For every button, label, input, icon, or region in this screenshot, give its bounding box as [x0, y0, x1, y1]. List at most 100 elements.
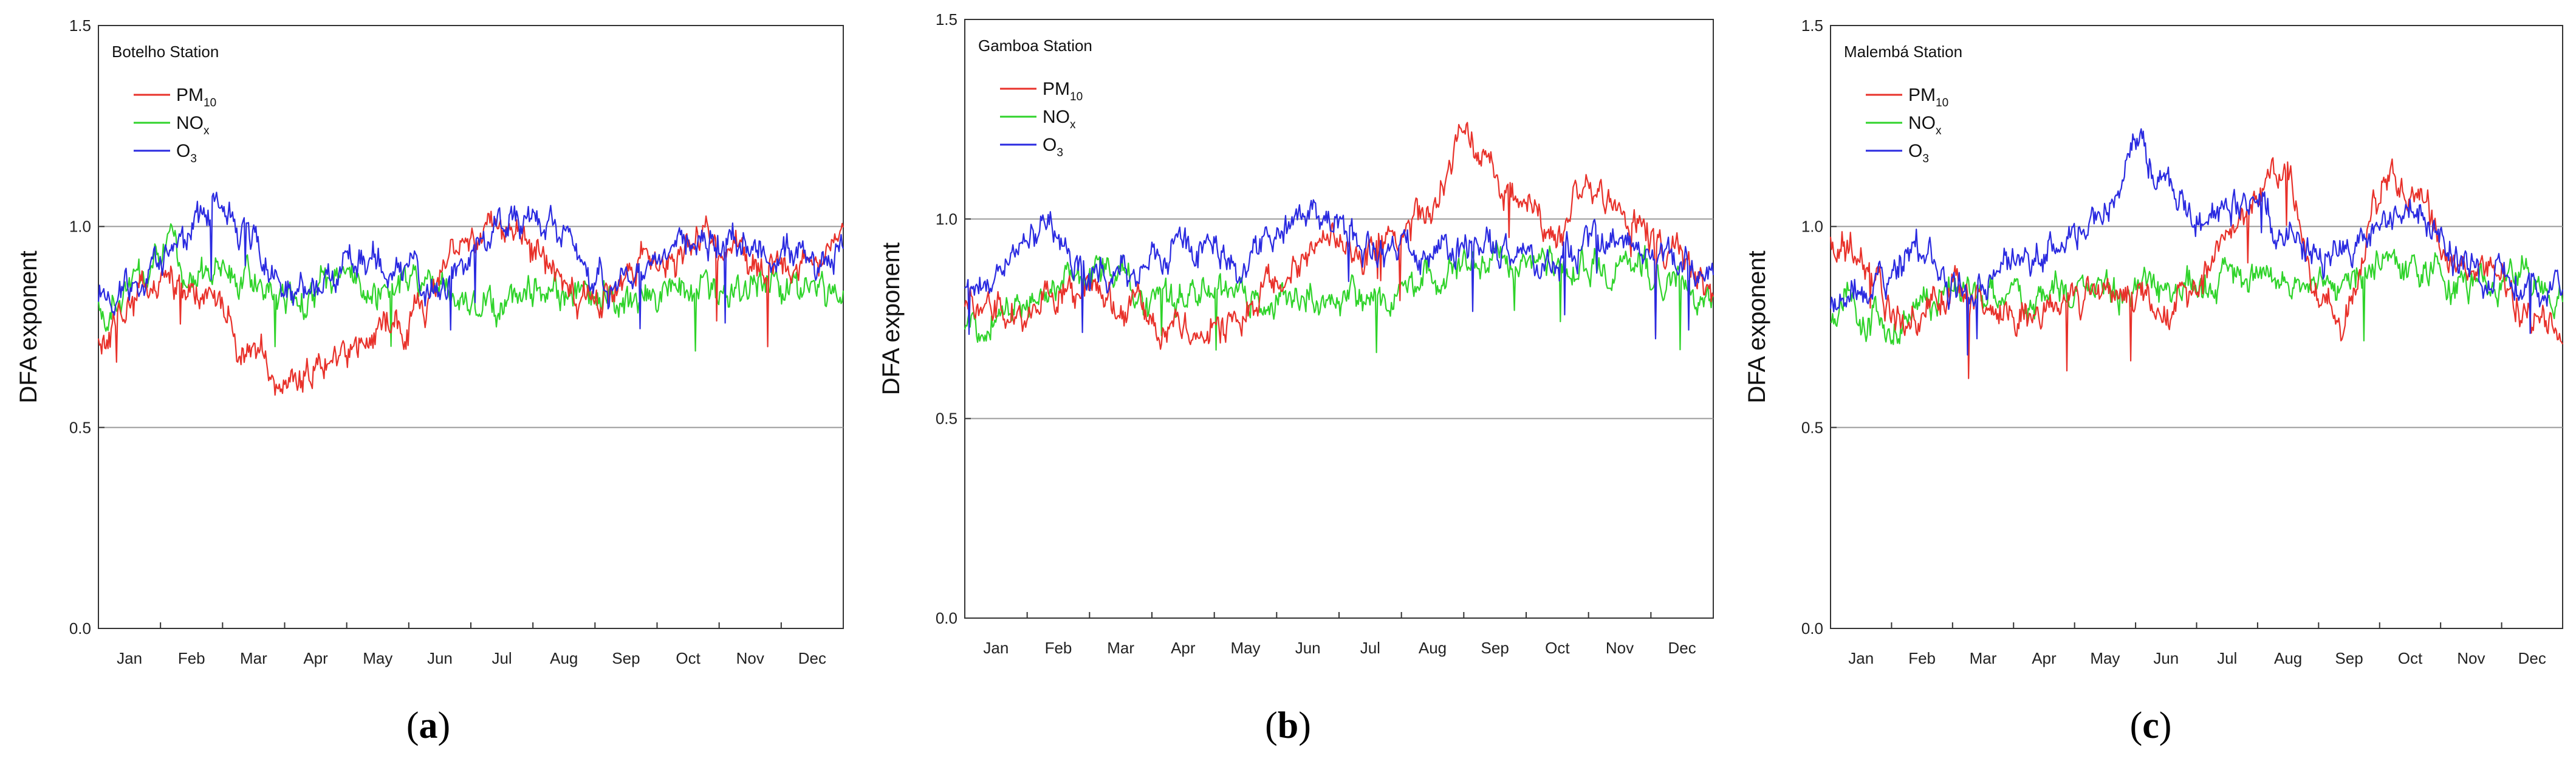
plot-frame [964, 19, 1714, 619]
x-tick-label-mar: Mar [240, 649, 267, 667]
x-tick-label-jul: Jul [1360, 639, 1380, 657]
x-tick-label-dec: Dec [2518, 649, 2546, 667]
y-axis-label: DFA exponent [15, 250, 42, 403]
x-tick-label-apr: Apr [2032, 649, 2057, 667]
x-tick-label-feb: Feb [178, 649, 205, 667]
x-tick-label-oct: Oct [1545, 639, 1570, 657]
panel-caption: (b) [1265, 705, 1311, 746]
panel-caption: (a) [406, 705, 450, 746]
legend-base: PM [1043, 79, 1070, 99]
x-tick-label-sep: Sep [1481, 639, 1509, 657]
y-tick-label: 0.5 [1801, 418, 1823, 436]
legend-label-pm: PM10 [1043, 79, 1083, 103]
legend-base: NO [176, 113, 204, 133]
plot-frame [98, 25, 844, 629]
legend-base: O [1908, 141, 1922, 161]
legend-subscript: 10 [1936, 97, 1948, 109]
x-tick-label-oct: Oct [676, 649, 701, 667]
x-tick-label-jan: Jan [983, 639, 1009, 657]
x-tick-label-feb: Feb [1908, 649, 1936, 667]
x-tick-label-may: May [1230, 639, 1260, 657]
legend-label-o: O3 [1043, 135, 1063, 159]
x-tick-label-aug: Aug [1419, 639, 1447, 657]
x-tick-label-oct: Oct [2398, 649, 2423, 667]
series-line-o3 [97, 191, 844, 331]
x-tick-label-nov: Nov [736, 649, 764, 667]
series-line-nox [1830, 249, 2564, 345]
y-axis-label: DFA exponent [878, 242, 905, 395]
caption-open-paren: ( [406, 705, 419, 746]
caption-close-paren: ) [1298, 705, 1311, 746]
x-tick-label-nov: Nov [1606, 639, 1634, 657]
legend-subscript: 10 [1070, 91, 1083, 103]
caption-letter: b [1278, 705, 1298, 746]
legend-base: PM [1908, 85, 1936, 105]
x-tick-label-feb: Feb [1045, 639, 1072, 657]
legend-base: NO [1043, 107, 1070, 127]
series-line-nox [97, 223, 844, 352]
x-tick-label-jan: Jan [1848, 649, 1874, 667]
legend-subscript: x [1936, 125, 1942, 137]
legend-label-no: NOx [1908, 113, 1942, 137]
legend-base: O [1043, 135, 1057, 155]
legend-subscript: x [1070, 119, 1076, 131]
x-tick-label-jun: Jun [427, 649, 453, 667]
plot-frame [1830, 25, 2563, 629]
chart-panel-b: 0.0 0.5 1.0 1.5 Jan Feb Mar Apr May Jun Jul Aug Sep O… [878, 10, 1714, 746]
legend-label-no: NOx [176, 113, 210, 137]
y-axis-label: DFA exponent [1744, 250, 1770, 403]
y-tick-label: 1.0 [936, 210, 957, 228]
y-tick-label: 1.0 [1801, 218, 1823, 236]
x-tick-label-mar: Mar [1970, 649, 1997, 667]
caption-open-paren: ( [2130, 705, 2143, 746]
series-line-o3 [964, 199, 1714, 340]
legend-base: NO [1908, 113, 1936, 133]
y-tick-label: 0.5 [936, 410, 957, 428]
caption-open-paren: ( [1265, 705, 1278, 746]
x-tick-label-aug: Aug [2274, 649, 2302, 667]
caption-close-paren: ) [438, 705, 451, 746]
legend-subscript: 3 [1057, 146, 1063, 159]
y-tick-label: 1.0 [69, 218, 91, 236]
y-tick-label: 1.5 [69, 16, 91, 35]
legend-subscript: 10 [204, 97, 216, 109]
x-tick-label-jun: Jun [1295, 639, 1321, 657]
x-tick-label-jul: Jul [2217, 649, 2237, 667]
station-title: Botelho Station [112, 43, 219, 61]
legend-subscript: x [204, 125, 210, 137]
x-tick-label-sep: Sep [2335, 649, 2363, 667]
legend-base: PM [176, 85, 204, 105]
series-line-o3 [1829, 128, 2564, 356]
legend-label-no: NOx [1043, 107, 1076, 131]
x-tick-label-mar: Mar [1107, 639, 1134, 657]
station-title: Malembá Station [1844, 43, 1962, 61]
series-line-nox [964, 240, 1714, 354]
legend-base: O [176, 141, 190, 161]
caption-close-paren: ) [2159, 705, 2172, 746]
legend-label-pm: PM10 [176, 85, 216, 109]
legend-subscript: 3 [190, 153, 197, 165]
x-tick-label-may: May [2090, 649, 2120, 667]
series-line-pm10 [97, 210, 844, 396]
chart-panel-c: 0.0 0.5 1.0 1.5 Jan Feb Mar Apr May Jun Jul Aug Sep O… [1744, 16, 2564, 746]
panel-caption: (c) [2130, 705, 2172, 746]
x-tick-label-apr: Apr [303, 649, 328, 667]
y-tick-label: 0.0 [936, 609, 957, 627]
series-line-pm10 [1829, 157, 2563, 379]
x-tick-label-jun: Jun [2153, 649, 2179, 667]
x-tick-label-dec: Dec [1668, 639, 1696, 657]
y-tick-label: 0.5 [69, 418, 91, 436]
legend-label-o: O3 [1908, 141, 1929, 165]
x-tick-label-nov: Nov [2457, 649, 2485, 667]
y-tick-label: 0.0 [69, 619, 91, 638]
x-tick-label-jan: Jan [117, 649, 142, 667]
y-tick-label: 0.0 [1801, 619, 1823, 638]
legend-label-pm: PM10 [1908, 85, 1948, 109]
station-title: Gamboa Station [978, 36, 1092, 55]
x-tick-label-may: May [363, 649, 392, 667]
x-tick-label-dec: Dec [798, 649, 826, 667]
x-tick-label-aug: Aug [550, 649, 578, 667]
y-tick-label: 1.5 [936, 10, 957, 29]
y-tick-label: 1.5 [1801, 16, 1823, 35]
